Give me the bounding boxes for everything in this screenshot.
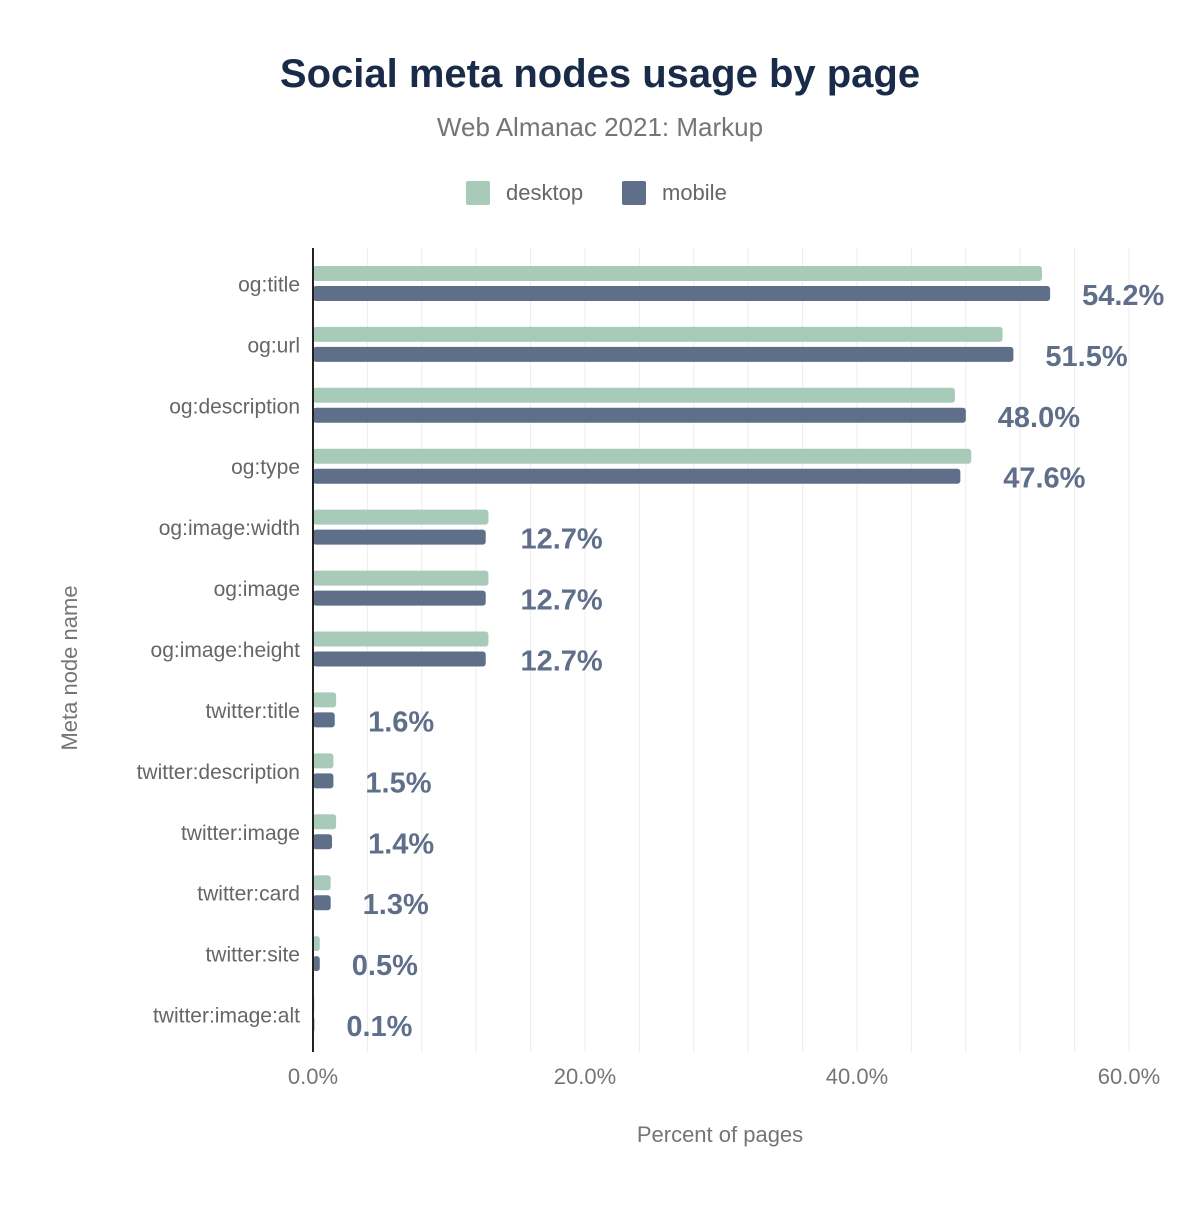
bar-mobile [313, 712, 335, 728]
bar-mobile [313, 468, 961, 484]
chart-subtitle: Web Almanac 2021: Markup [436, 112, 764, 142]
bar-mobile [313, 651, 486, 667]
category-label: twitter:image [181, 822, 300, 845]
x-tick-label: 60.0% [1098, 1064, 1160, 1089]
bar-desktop [313, 570, 489, 586]
chart-title: Social meta nodes usage by page [279, 52, 921, 96]
bar-desktop [313, 814, 337, 830]
data-label: 1.4% [368, 828, 434, 860]
category-label: og:type [231, 456, 300, 479]
data-label: 47.6% [1003, 463, 1085, 495]
data-label: 12.7% [520, 646, 602, 678]
category-label: og:image:height [151, 639, 301, 662]
data-label: 48.0% [998, 402, 1080, 434]
legend-item-desktop[interactable]: desktop [466, 180, 583, 206]
bar-mobile [313, 590, 486, 606]
category-label: og:description [169, 395, 300, 418]
x-tick-label: 0.0% [288, 1064, 338, 1089]
data-label: 0.5% [352, 950, 418, 982]
x-tick-label: 40.0% [826, 1064, 888, 1089]
bar-desktop [313, 509, 489, 525]
category-label: og:title [238, 273, 300, 296]
data-label: 0.1% [346, 1011, 412, 1043]
data-label: 1.3% [363, 889, 429, 921]
category-label: twitter:title [205, 700, 300, 723]
bar-desktop [313, 875, 331, 891]
bar-desktop [313, 936, 320, 952]
bar-desktop [313, 387, 955, 403]
category-label: twitter:site [205, 944, 300, 967]
bar-mobile [313, 895, 331, 911]
bar-mobile [313, 773, 334, 789]
legend-swatch-mobile [622, 181, 646, 205]
bar-mobile [313, 285, 1051, 301]
legend-label-mobile: mobile [662, 180, 727, 205]
bar-mobile [313, 529, 486, 545]
category-label: twitter:card [197, 883, 300, 906]
category-label: twitter:image:alt [153, 1005, 300, 1028]
legend-swatch-desktop [466, 181, 490, 205]
data-label: 12.7% [520, 524, 602, 556]
bar-desktop [313, 692, 337, 708]
bar-mobile [313, 407, 966, 423]
bar-desktop [313, 753, 334, 769]
y-axis-label: Meta node name [57, 585, 82, 751]
x-axis-label: Percent of pages [636, 1122, 804, 1147]
legend-item-mobile[interactable]: mobile [622, 180, 727, 206]
bar-desktop [313, 448, 972, 464]
data-label: 1.5% [365, 767, 431, 799]
category-label: twitter:description [137, 761, 300, 784]
bar-desktop [313, 326, 1003, 342]
category-label: og:url [247, 334, 300, 357]
bar-mobile [313, 834, 333, 850]
category-label: og:image:width [159, 517, 300, 540]
category-label: og:image [214, 578, 300, 601]
bar-mobile [313, 956, 320, 972]
bar-mobile [313, 346, 1014, 362]
data-label: 12.7% [520, 585, 602, 617]
data-label: 54.2% [1082, 280, 1164, 312]
legend: desktop mobile [0, 180, 1200, 210]
bar-desktop [313, 631, 489, 647]
x-tick-label: 20.0% [554, 1064, 616, 1089]
data-label: 1.6% [368, 706, 434, 738]
bar-desktop [313, 265, 1042, 281]
legend-label-desktop: desktop [506, 180, 584, 205]
data-label: 51.5% [1045, 341, 1127, 373]
